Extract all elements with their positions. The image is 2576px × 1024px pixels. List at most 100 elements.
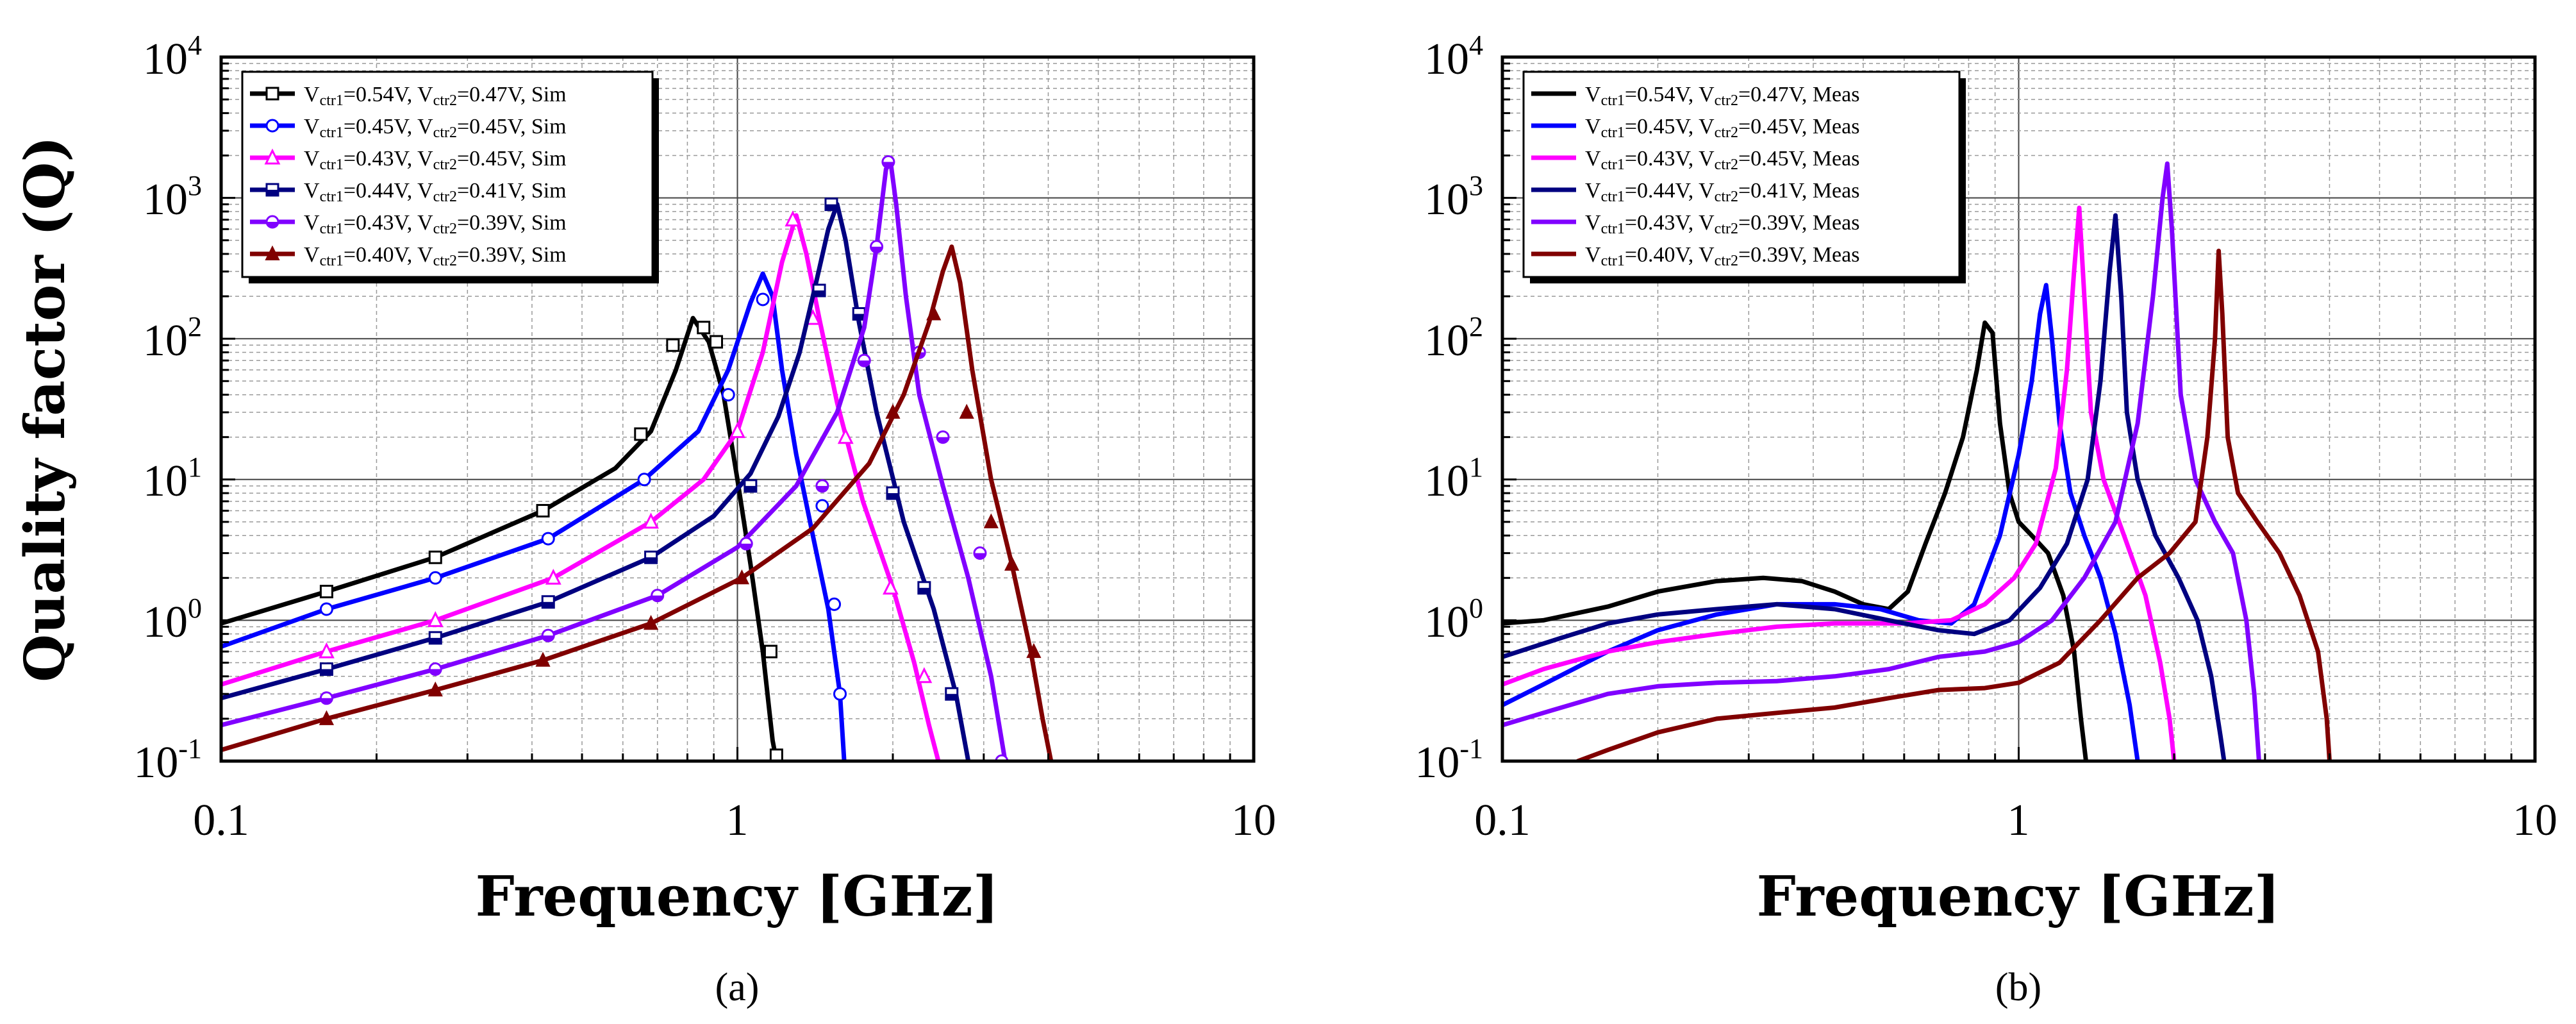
legend-label-part: =0.47V, Sim: [457, 83, 567, 106]
x-tick-label: 0.1: [193, 796, 249, 845]
marker-shape: [815, 499, 829, 513]
legend-label-part: =0.45V, Meas: [1738, 147, 1860, 171]
series-line-3: [1502, 205, 2177, 761]
series-marker-square: [697, 321, 711, 335]
legend-label-part: =0.45V, Sim: [457, 115, 567, 138]
marker-shape: [634, 427, 648, 441]
series-marker-circle: [721, 388, 735, 402]
series-marker-circle: [756, 292, 770, 306]
series-marker-filledtriangle: [535, 651, 551, 667]
series-marker-filledtriangle: [428, 681, 443, 697]
y-tick-label: 102: [1424, 311, 1483, 365]
marker-shape: [318, 642, 335, 659]
series-marker-halfsquare: [812, 283, 826, 298]
legend-label-part: ctr1: [320, 156, 344, 173]
series-marker-triangle: [427, 611, 444, 627]
legend-item: Vctr1=0.40V, Vctr2=0.39V, Sim: [250, 243, 567, 269]
marker-fill: [945, 694, 958, 700]
legend-label: Vctr1=0.40V, Vctr2=0.39V, Meas: [1585, 243, 1859, 269]
series-line-1: [1502, 320, 2088, 761]
legend-label-part: =0.43V, V: [1625, 147, 1715, 171]
legend-label: Vctr1=0.43V, Vctr2=0.39V, Meas: [1585, 211, 1859, 237]
legend-label-part: ctr1: [320, 253, 344, 269]
marker-shape: [697, 321, 711, 335]
series-marker-halfcircle: [936, 430, 950, 444]
legend-label-part: ctr2: [433, 92, 457, 109]
legend-box: [241, 71, 654, 278]
series-marker-circle: [827, 597, 842, 611]
series-marker-filledtriangle: [1026, 642, 1042, 659]
marker-shape: [535, 651, 551, 667]
marker-shape: [541, 532, 555, 546]
series-marker-circle: [637, 473, 651, 487]
y-tick-label: 10-1: [1415, 733, 1483, 787]
legend-label-part: V: [304, 179, 320, 203]
legend-label-part: =0.45V, V: [1625, 115, 1715, 138]
legend-label-part: ctr2: [1715, 124, 1738, 141]
legend-label-part: =0.43V, V: [1625, 211, 1715, 235]
marker-shape: [265, 87, 279, 101]
legend-label-part: =0.47V, Meas: [1738, 83, 1860, 106]
legend-item: Vctr1=0.54V, Vctr2=0.47V, Meas: [1531, 83, 1859, 109]
legend-label-part: ctr2: [433, 156, 457, 173]
series-marker-halfsquare: [945, 687, 959, 701]
legend-label-part: =0.39V, Sim: [457, 211, 567, 235]
marker-shape: [545, 568, 561, 585]
marker-fill: [542, 601, 554, 608]
legend-label-part: ctr1: [320, 124, 344, 141]
series-marker-square: [763, 644, 777, 659]
marker-fill: [886, 493, 899, 499]
y-axis-title-a: Quality factor (Q): [13, 136, 78, 682]
marker-shape: [883, 578, 899, 595]
legend-label: Vctr1=0.54V, Vctr2=0.47V, Meas: [1585, 83, 1859, 109]
marker-shape: [428, 571, 442, 585]
legend-label-part: ctr1: [1601, 92, 1625, 109]
legend-label-part: V: [1585, 115, 1601, 138]
marker-fill: [429, 637, 442, 644]
y-tick-labels-b: 10-1 100 101 102 103 104: [1415, 29, 1483, 787]
legend-item: Vctr1=0.43V, Vctr2=0.45V, Meas: [1531, 147, 1859, 173]
series-marker-halfcircle: [870, 240, 884, 254]
series-group-a: [221, 155, 1054, 761]
legend-label-part: =0.44V, V: [1625, 179, 1715, 203]
marker-shape: [827, 597, 842, 611]
marker-shape: [729, 422, 745, 439]
series-marker-halfsquare: [541, 595, 555, 609]
series-marker-circle: [428, 571, 442, 585]
marker-shape: [769, 748, 783, 761]
legend-label-part: ctr2: [1715, 221, 1738, 237]
marker-shape: [1004, 555, 1020, 571]
series-marker-filledtriangle: [643, 615, 659, 630]
x-axis-title-b: Frequency [GHz]: [1757, 864, 2281, 929]
marker-shape: [536, 504, 550, 518]
legend-label: Vctr1=0.43V, Vctr2=0.45V, Meas: [1585, 147, 1859, 173]
chart-panel-a: Vctr1=0.54V, Vctr2=0.47V, SimVctr1=0.45V…: [13, 29, 1276, 1009]
marker-shape: [264, 148, 281, 165]
x-tick-labels-a: 0.1 1 10: [193, 796, 1276, 845]
legend-label-part: ctr2: [1715, 253, 1738, 269]
series-marker-triangle: [545, 568, 561, 585]
series-marker-triangle: [643, 512, 660, 529]
legend-item: Vctr1=0.44V, Vctr2=0.41V, Meas: [1531, 179, 1859, 205]
x-tick-label: 0.1: [1474, 796, 1531, 845]
series-marker-filledtriangle: [319, 710, 335, 725]
series-marker-triangle: [837, 428, 854, 444]
legend-item: Vctr1=0.43V, Vctr2=0.39V, Sim: [250, 211, 567, 237]
marker-shape: [721, 388, 735, 402]
series-marker-square: [536, 504, 550, 518]
series-marker-triangle: [785, 210, 801, 227]
marker-fill: [937, 437, 949, 443]
marker-fill: [974, 553, 986, 559]
legend-label-part: V: [304, 211, 320, 235]
legend-label-part: V: [1585, 243, 1601, 267]
marker-shape: [428, 550, 442, 564]
marker-fill: [320, 669, 333, 675]
series-marker-halfsquare: [917, 581, 931, 595]
series-line-3: [221, 213, 941, 761]
series-marker-halfsquare: [824, 197, 838, 212]
series-marker-circle: [833, 687, 847, 701]
marker-shape: [983, 513, 999, 528]
x-tick-label: 10: [2513, 796, 2557, 845]
legend-label-part: ctr1: [320, 189, 344, 205]
